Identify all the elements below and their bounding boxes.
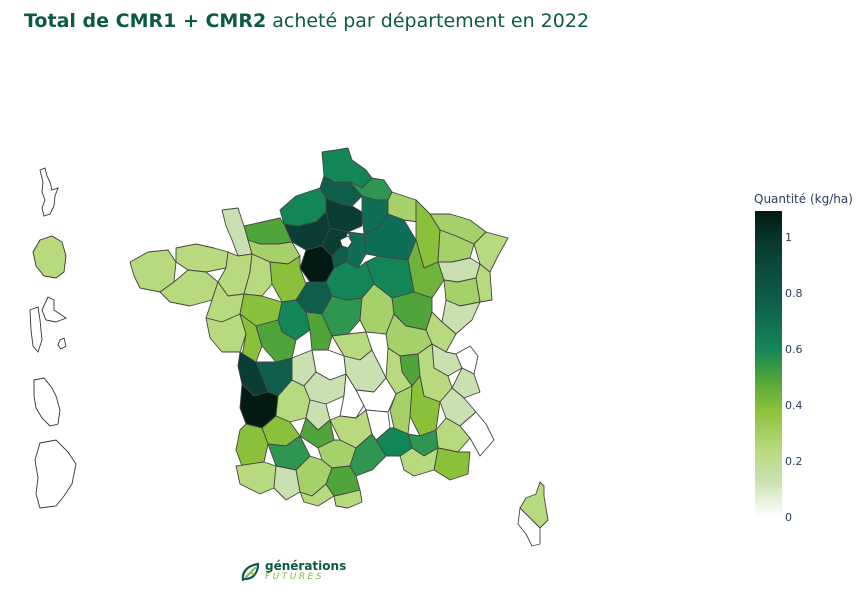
dept-vienne[interactable] (255, 319, 297, 363)
dept-hautes-pyrenees[interactable] (273, 465, 301, 501)
colorbar (755, 211, 782, 517)
colorbar-tick-0: 0 (785, 511, 792, 524)
dept-var[interactable] (433, 447, 471, 481)
leaf-icon (241, 562, 260, 582)
metropolitan-france (129, 147, 549, 547)
region-martinique[interactable] (33, 377, 61, 427)
dept-drome[interactable] (409, 375, 441, 437)
chart-title: Total de CMR1 + CMR2 acheté par départem… (24, 10, 589, 32)
dept-corse-du-sud[interactable] (517, 507, 541, 547)
overseas-territories (29, 167, 77, 509)
region-guyane[interactable] (34, 439, 77, 509)
dept-vendee[interactable] (205, 313, 247, 353)
dept-landes[interactable] (235, 423, 269, 467)
dept-haut-rhin[interactable] (475, 263, 493, 303)
region-mayotte[interactable] (39, 167, 59, 217)
dept-sarthe[interactable] (269, 255, 307, 303)
colorbar-title: Quantité (kg/ha) (754, 192, 853, 206)
chart-title-bold: Total de CMR1 + CMR2 (24, 10, 267, 32)
region-reunion[interactable] (32, 235, 67, 279)
dept-bouches-du-rhone[interactable] (399, 447, 439, 477)
dept-alpes-maritimes[interactable] (459, 411, 495, 457)
dept-pyrenees-atlantiques[interactable] (235, 461, 277, 495)
region-guadeloupe[interactable] (29, 296, 67, 353)
dept-haute-savoie[interactable] (455, 345, 479, 375)
colorbar-tick-0-4: 0.4 (785, 399, 803, 412)
logo-line2: FUTURES (265, 572, 325, 582)
generations-futures-logo: générations FUTURES (240, 559, 347, 583)
colorbar-tick-1: 1 (785, 231, 792, 244)
colorbar-tick-0-8: 0.8 (785, 287, 803, 300)
chart-title-regular: acheté par département en 2022 (266, 10, 590, 32)
colorbar-tick-0-6: 0.6 (785, 343, 803, 356)
colorbar-tick-0-2: 0.2 (785, 455, 803, 468)
dept-gard[interactable] (375, 427, 413, 457)
logo-line1: générations (265, 559, 347, 573)
dept-cotes-darmor[interactable] (175, 243, 229, 273)
dept-savoie[interactable] (451, 367, 481, 399)
dept-herault[interactable] (349, 433, 387, 477)
dept-pyrenees-orientales[interactable] (333, 489, 363, 509)
